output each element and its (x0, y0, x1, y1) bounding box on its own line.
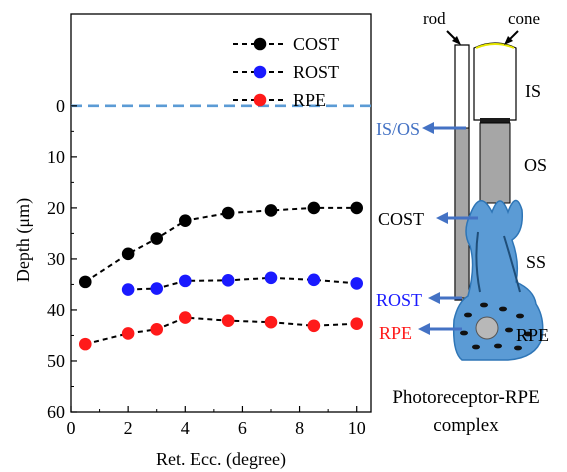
y-tick-label: 60 (47, 402, 65, 422)
y-tick-label: 40 (47, 300, 65, 320)
ss-label: SS (526, 252, 546, 272)
x-tick-label: 6 (238, 418, 247, 438)
data-point-rpe (78, 337, 92, 351)
melanosome (472, 344, 480, 350)
rpe-nucleus (475, 316, 499, 340)
legend-label-rost: ROST (293, 62, 339, 82)
y-tick-label: 10 (47, 147, 65, 167)
y-tick-label: 20 (47, 198, 65, 218)
rpe-arrow-head (418, 323, 430, 335)
x-tick-label: 2 (124, 418, 133, 438)
x-axis-label: Ret. Ecc. (degree) (156, 449, 286, 470)
melanosome (464, 312, 472, 318)
photoreceptor-diagram: rod cone IS OS SS RPE IS/OS COST ROST RP… (376, 9, 549, 436)
y-axis: 0 10 20 30 40 50 60 (47, 96, 77, 422)
x-tick-label: 0 (67, 418, 76, 438)
caption-line1: Photoreceptor-RPE (392, 387, 539, 408)
data-point-rpe (150, 323, 164, 336)
series-line-cost (84, 206, 357, 283)
rost-label: ROST (376, 290, 422, 310)
plot-frame (70, 13, 372, 413)
rod-outer-segment (454, 127, 470, 299)
series-layer (78, 201, 364, 351)
data-point-cost (78, 275, 92, 289)
y-tick-label: 30 (47, 249, 65, 269)
legend-marker-cost (253, 37, 267, 51)
rpe-region-label: RPE (516, 325, 549, 345)
rod-label: rod (423, 9, 446, 28)
data-point-rpe (178, 311, 192, 324)
x-tick-label: 4 (181, 418, 190, 438)
data-point-cost (178, 214, 192, 227)
top-arrows (446, 30, 519, 45)
melanosome (480, 302, 488, 308)
is-os-label: IS/OS (376, 119, 420, 139)
cost-label: COST (378, 209, 424, 229)
data-point-cost (307, 201, 321, 215)
melanosome (516, 313, 524, 319)
rod-cell (454, 44, 470, 301)
data-point-cost (350, 201, 364, 215)
cone-junction (480, 118, 510, 123)
melanosome (524, 331, 532, 337)
rpe-process-right (503, 235, 521, 293)
cone-label: cone (508, 9, 540, 28)
melanosome (460, 330, 468, 336)
data-point-rpe (307, 319, 321, 333)
data-point-rost (264, 271, 278, 285)
cone-cell (473, 42, 517, 204)
data-point-rost (121, 283, 135, 296)
legend-label-rpe: RPE (293, 90, 326, 110)
rpe-tissue (452, 199, 544, 361)
legend-label-cost: COST (293, 34, 339, 54)
data-point-rost (150, 282, 164, 295)
melanosome (514, 345, 522, 351)
rod-pointer-head (452, 36, 461, 45)
legend-marker-rpe (253, 93, 267, 107)
y-tick-label: 50 (47, 351, 65, 371)
x-tick-label: 10 (348, 418, 366, 438)
os-label: OS (524, 155, 547, 175)
rpe-sheath (452, 199, 544, 361)
cone-pointer-head (504, 36, 513, 45)
data-point-rost (221, 274, 235, 287)
data-point-cost (221, 206, 235, 220)
y-axis-label: Depth (μm) (13, 198, 34, 282)
is-label: IS (525, 81, 541, 101)
data-point-rost (307, 273, 321, 287)
rpe-process-left (475, 231, 481, 293)
data-point-rpe (350, 317, 364, 331)
layer-arrows (418, 122, 478, 335)
data-point-rpe (221, 314, 235, 327)
y-tick-label: 0 (56, 96, 65, 116)
cone-top-mark (475, 43, 515, 49)
legend-marker-rost (253, 65, 267, 79)
x-axis: 0 2 4 6 8 10 (67, 406, 366, 438)
data-point-rpe (121, 327, 135, 340)
melanosome (505, 327, 513, 333)
plot-area: 0 2 4 6 8 10 0 10 20 30 40 50 60 COST ROST RPE Ret. E… (13, 13, 372, 470)
data-point-cost (121, 247, 135, 261)
data-point-rost (178, 274, 192, 288)
rost-arrow-head (428, 292, 440, 304)
data-point-cost (150, 232, 164, 245)
melanosome (499, 306, 507, 312)
rpe-label: RPE (379, 323, 412, 343)
cone-inner-segment (473, 42, 517, 121)
data-point-cost (264, 204, 278, 217)
cone-outer-segment (479, 122, 511, 204)
x-tick-label: 8 (295, 418, 304, 438)
melanosome (494, 343, 502, 349)
data-point-rost (350, 277, 364, 290)
is-os-arrow-head (422, 122, 434, 134)
legend: COST ROST RPE (233, 34, 339, 110)
cost-arrow-head (436, 212, 448, 224)
caption-line2: complex (433, 415, 499, 436)
data-point-rpe (264, 315, 278, 329)
